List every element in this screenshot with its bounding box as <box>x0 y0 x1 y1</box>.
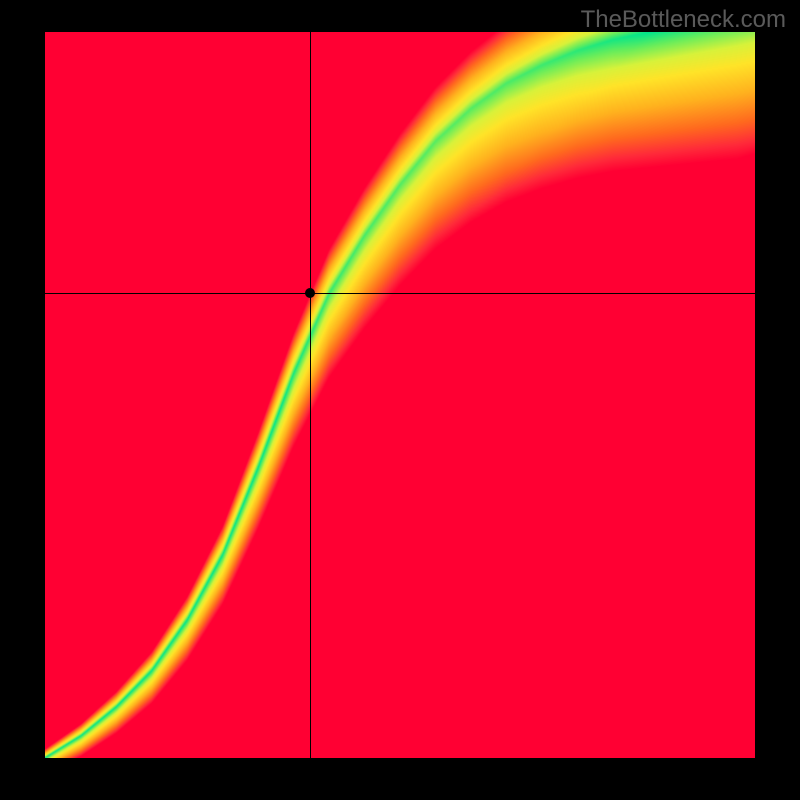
chart-frame: TheBottleneck.com <box>0 0 800 800</box>
watermark-label: TheBottleneck.com <box>581 6 786 34</box>
crosshair-horizontal <box>45 293 755 294</box>
crosshair-marker <box>305 288 315 298</box>
heatmap-plot <box>45 32 755 758</box>
crosshair-vertical <box>310 32 311 758</box>
heatmap-canvas <box>45 32 755 758</box>
